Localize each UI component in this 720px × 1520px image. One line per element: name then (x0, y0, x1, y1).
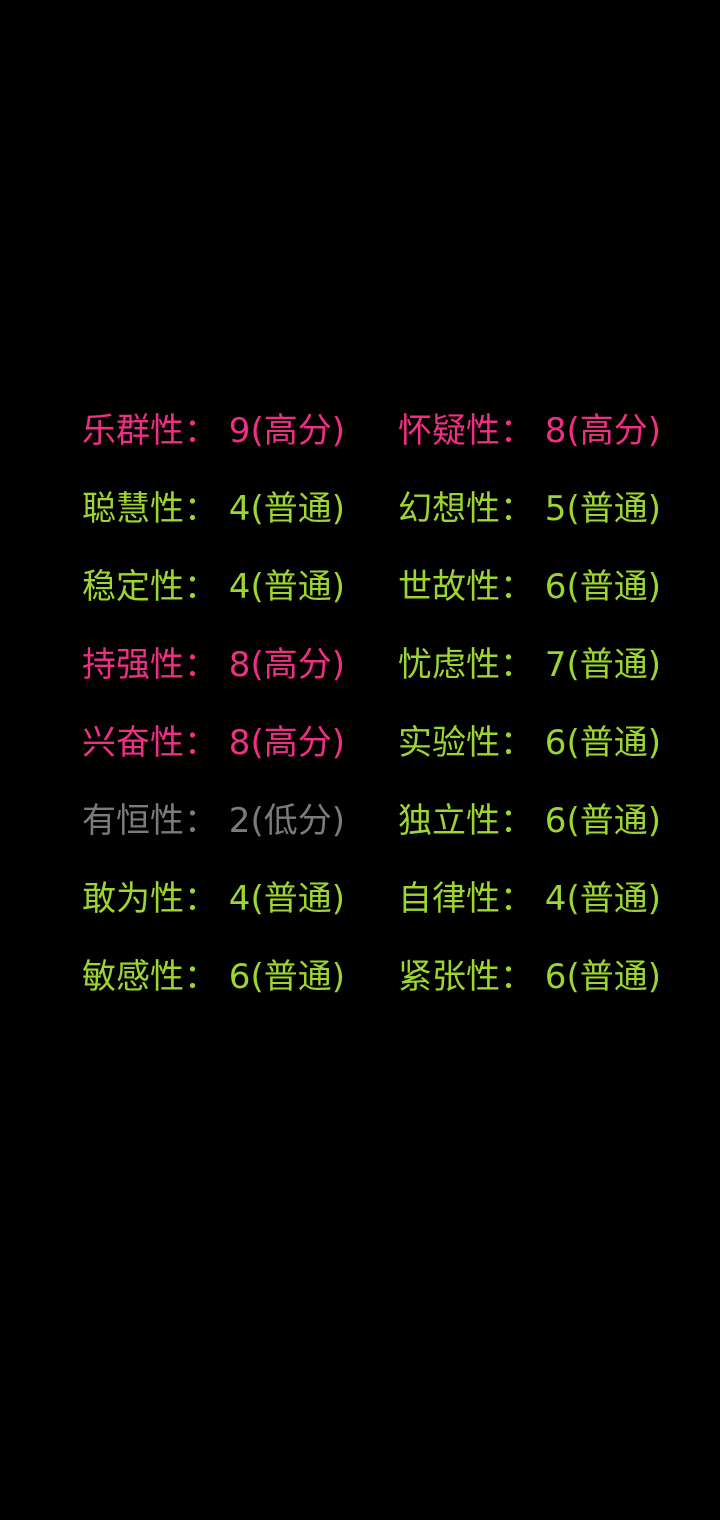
trait-row-privateness: 世故性： 6(普通) (398, 567, 661, 607)
trait-row-self-reliance: 独立性： 6(普通) (398, 801, 661, 841)
trait-row-emotional-stability: 稳定性： 4(普通) (82, 567, 345, 607)
results-left-column: 乐群性： 9(高分) 聪慧性： 4(普通) 稳定性： 4(普通) 持强性： 8(… (82, 392, 398, 1016)
trait-row-liveliness: 兴奋性： 8(高分) (82, 723, 345, 763)
trait-row-sensitivity: 敏感性： 6(普通) (82, 957, 345, 997)
trait-row-apprehension: 忧虑性： 7(普通) (398, 645, 661, 685)
personality-results: 乐群性： 9(高分) 聪慧性： 4(普通) 稳定性： 4(普通) 持强性： 8(… (82, 392, 661, 1016)
trait-row-dominance: 持强性： 8(高分) (82, 645, 345, 685)
trait-row-social-boldness: 敢为性： 4(普通) (82, 879, 345, 919)
trait-row-reasoning: 聪慧性： 4(普通) (82, 489, 345, 529)
trait-row-vigilance: 怀疑性： 8(高分) (398, 411, 661, 451)
trait-row-rule-consciousness: 有恒性： 2(低分) (82, 801, 345, 841)
trait-row-tension: 紧张性： 6(普通) (398, 957, 661, 997)
trait-row-abstractedness: 幻想性： 5(普通) (398, 489, 661, 529)
trait-row-perfectionism: 自律性： 4(普通) (398, 879, 661, 919)
trait-row-warmth: 乐群性： 9(高分) (82, 411, 345, 451)
results-right-column: 怀疑性： 8(高分) 幻想性： 5(普通) 世故性： 6(普通) 忧虑性： 7(… (398, 392, 661, 1016)
trait-row-openness-to-change: 实验性： 6(普通) (398, 723, 661, 763)
